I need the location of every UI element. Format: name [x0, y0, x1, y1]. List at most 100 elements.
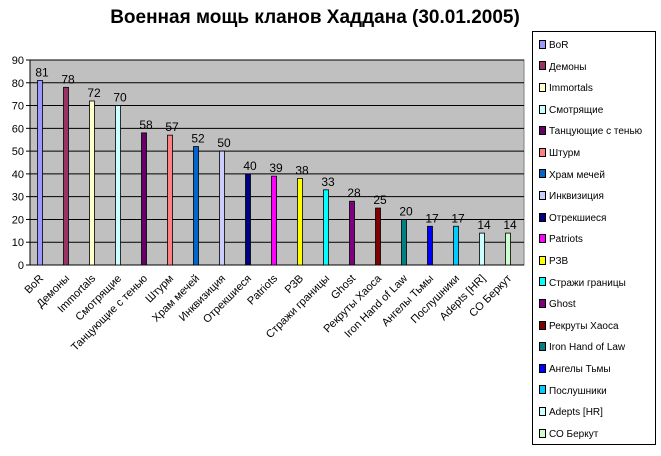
data-label: 33	[321, 175, 335, 189]
legend-label: Adepts [HR]	[549, 407, 603, 419]
legend-label: Штурм	[549, 148, 581, 159]
legend-item: Стражи границы	[539, 277, 626, 291]
data-label: 17	[425, 211, 439, 225]
y-tick-label: 10	[12, 237, 24, 249]
legend-swatch	[539, 277, 546, 287]
bar	[297, 178, 303, 266]
bar-chart: 0 10 20 30 40 50 60 70 80 90 81 78 72 70 58 57 52 50 40 39…	[12, 55, 525, 354]
bar	[479, 232, 485, 266]
data-label: 50	[217, 136, 231, 150]
legend-label: Демоны	[549, 61, 587, 73]
legend-swatch	[539, 385, 546, 395]
legend-swatch	[539, 61, 546, 71]
data-label: 78	[61, 72, 75, 86]
legend-item: Отрекшиеся	[539, 212, 606, 226]
data-label: 17	[451, 211, 465, 225]
data-label: 20	[399, 204, 413, 218]
legend-swatch	[539, 320, 546, 330]
legend-item: Послушники	[539, 385, 607, 399]
data-label: 28	[347, 186, 361, 200]
legend-item: Храм мечей	[539, 169, 605, 183]
bar	[89, 100, 95, 266]
legend-swatch	[539, 104, 546, 114]
legend-item: РЗВ	[539, 255, 568, 269]
data-label: 52	[191, 132, 205, 146]
legend-label: СО Беркут	[549, 428, 599, 440]
bar	[453, 225, 459, 266]
bar	[219, 150, 225, 266]
legend-swatch	[539, 39, 546, 49]
legend-label: Immortals	[549, 83, 593, 95]
y-tick-label: 50	[12, 146, 24, 158]
legend-swatch	[539, 407, 546, 417]
legend-item: Танцующие с тенью	[539, 125, 642, 139]
legend-label: Смотрящие	[549, 104, 604, 116]
legend-item: Штурм	[539, 147, 580, 161]
legend-label: Patriots	[549, 234, 583, 246]
y-tick-label: 70	[12, 101, 24, 113]
legend-label: BoR	[549, 40, 569, 51]
legend-item: BoR	[539, 39, 568, 53]
bar	[375, 207, 381, 266]
legend-item: Демоны	[539, 61, 586, 75]
data-label: 38	[295, 163, 309, 177]
legend-item: Инквизиция	[539, 190, 604, 204]
y-tick-label: 60	[12, 123, 24, 135]
data-label: 40	[243, 159, 257, 173]
bar	[167, 134, 173, 266]
legend-label: Танцующие с тенью	[549, 126, 643, 138]
data-label: 14	[477, 218, 491, 232]
data-label: 58	[139, 118, 153, 132]
y-tick-label: 90	[12, 55, 24, 67]
legend-label: Ангелы Тьмы	[549, 364, 611, 375]
bar	[401, 219, 407, 266]
legend-item: Ghost	[539, 298, 576, 312]
bar	[37, 80, 43, 266]
bar	[63, 86, 69, 266]
legend-label: Инквизиция	[549, 191, 604, 203]
legend-label: Ghost	[549, 299, 576, 311]
legend-label: Рекруты Хаоса	[549, 320, 619, 332]
legend-label: Отрекшиеся	[549, 212, 607, 224]
legend-swatch	[539, 342, 546, 352]
legend-label: Храм мечей	[549, 169, 605, 181]
legend-label: Стражи границы	[549, 277, 626, 289]
legend-label: Iron Hand of Law	[549, 342, 626, 354]
y-tick-label: 40	[12, 169, 24, 181]
bar	[245, 173, 251, 266]
bar	[505, 232, 511, 266]
legend-swatch	[539, 428, 546, 438]
legend-swatch	[539, 234, 546, 244]
y-tick-label: 30	[12, 192, 24, 204]
legend-label: РЗВ	[549, 256, 569, 267]
legend-swatch	[539, 126, 546, 136]
chart-title: Военная мощь кланов Хаддана (30.01.2005)	[110, 7, 520, 28]
legend-swatch	[539, 212, 546, 222]
legend-swatch	[539, 83, 546, 93]
legend-item: Immortals	[539, 82, 593, 96]
bar	[323, 189, 329, 266]
legend: BoR Демоны Immortals Смотрящие Танцующие с т…	[532, 31, 656, 445]
legend-item: Ангелы Тьмы	[539, 363, 611, 377]
legend-item: Iron Hand of Law	[539, 341, 625, 355]
data-label: 70	[113, 91, 127, 105]
legend-item: Рекруты Хаоса	[539, 320, 619, 334]
data-label: 57	[165, 120, 179, 134]
legend-item: Смотрящие	[539, 104, 603, 118]
legend-swatch	[539, 363, 546, 373]
bar	[349, 200, 355, 266]
data-label: 14	[503, 218, 517, 232]
data-label: 39	[269, 161, 283, 175]
bar	[193, 146, 199, 266]
legend-swatch	[539, 191, 546, 201]
legend-label: Послушники	[549, 385, 607, 397]
plot-area	[29, 59, 525, 266]
y-tick-label: 20	[12, 214, 24, 226]
legend-item: Adepts [HR]	[539, 406, 603, 420]
legend-swatch	[539, 299, 546, 309]
bar	[271, 175, 277, 266]
y-tick-label: 80	[12, 78, 24, 90]
bar	[427, 225, 433, 266]
data-label: 25	[373, 193, 387, 207]
data-label: 72	[87, 86, 101, 100]
